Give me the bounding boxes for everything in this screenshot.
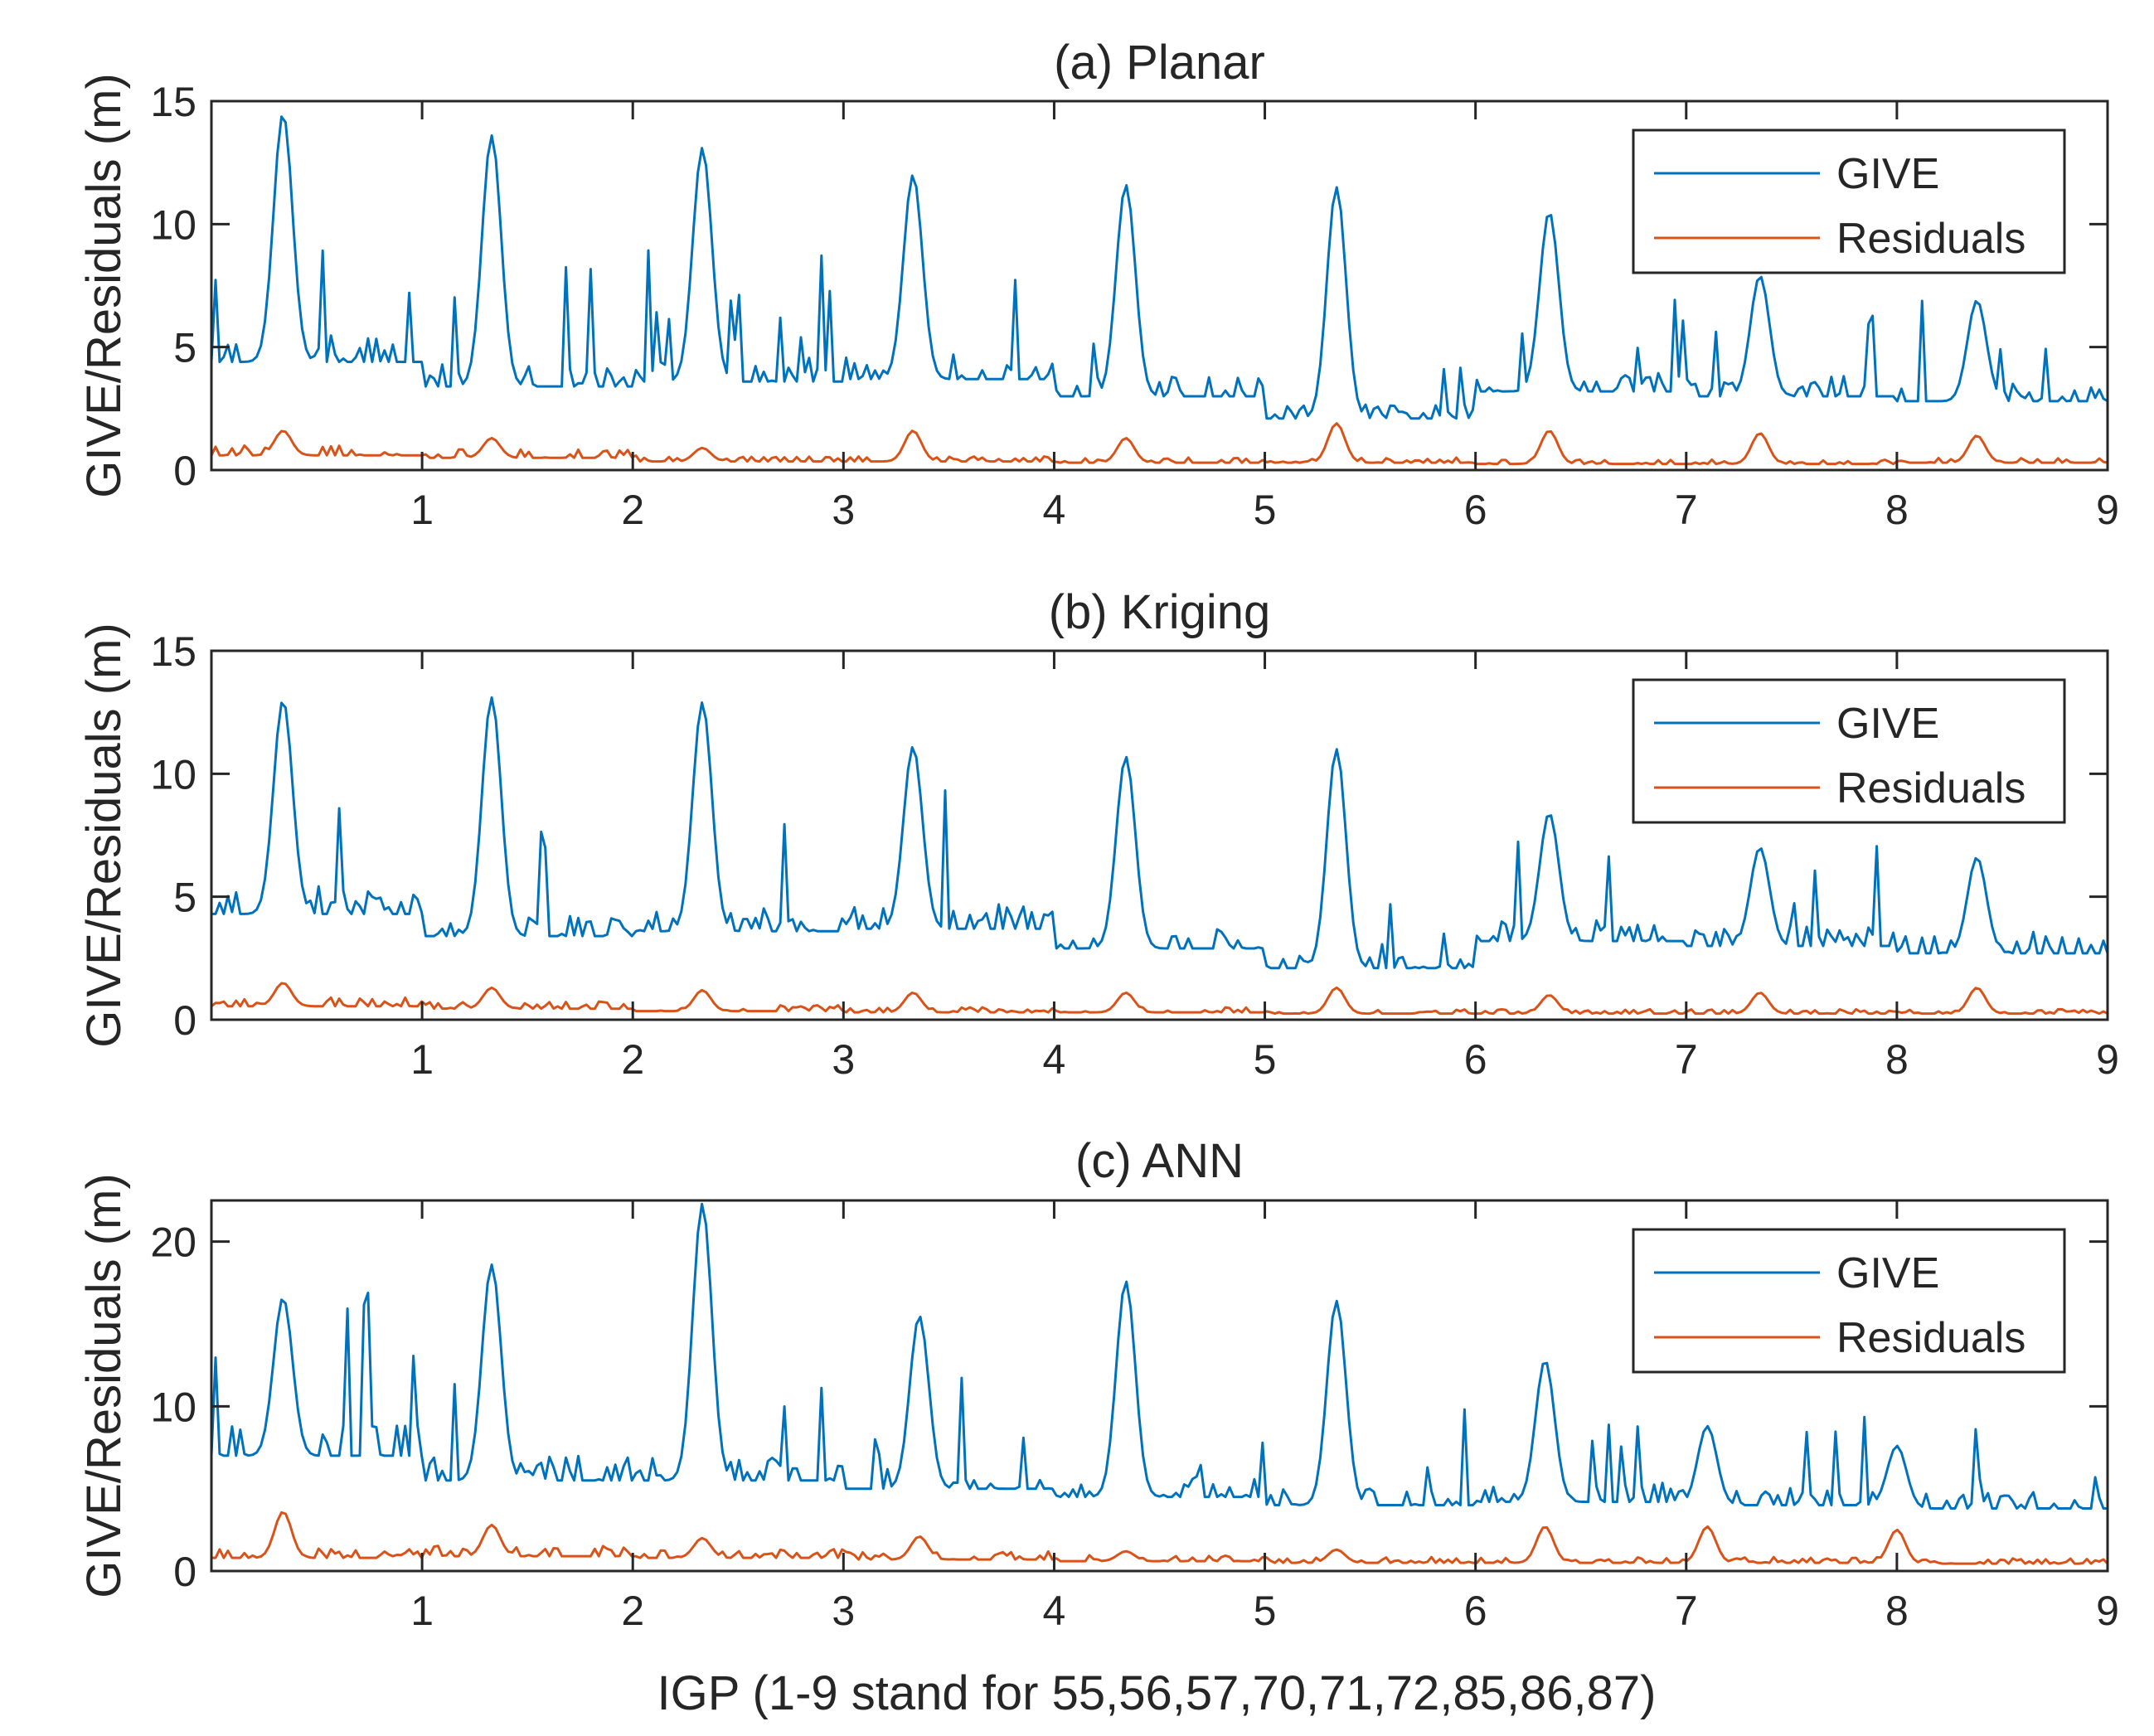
x-tick-label: 9 — [2096, 1588, 2119, 1634]
x-tick-label: 1 — [410, 487, 434, 533]
x-tick-label: 5 — [1254, 487, 1277, 533]
legend-label-give: GIVE — [1836, 150, 1939, 198]
y-axis-label: GIVE/Residuals (m) — [77, 73, 131, 497]
y-axis-label: GIVE/Residuals (m) — [77, 623, 131, 1047]
x-tick-label: 1 — [410, 1588, 434, 1634]
x-tick-label: 2 — [621, 1588, 644, 1634]
y-tick-label: 5 — [173, 875, 196, 921]
panel-title: (c) ANN — [1075, 1134, 1244, 1188]
x-tick-label: 2 — [621, 487, 644, 533]
y-axis-label: GIVE/Residuals (m) — [77, 1173, 131, 1598]
x-tick-label: 7 — [1675, 1588, 1698, 1634]
legend-box — [1632, 1228, 2066, 1374]
x-tick-label: 9 — [2096, 1036, 2119, 1083]
x-tick-label: 6 — [1464, 1588, 1487, 1634]
legend-label-residuals: Residuals — [1836, 215, 2025, 263]
x-tick-label: 3 — [832, 1036, 855, 1083]
y-tick-label: 15 — [150, 628, 196, 675]
plot-frame — [210, 99, 2109, 472]
x-tick-label: 2 — [621, 1036, 644, 1083]
plot-frame — [210, 1199, 2109, 1573]
y-tick-label: 20 — [150, 1220, 196, 1266]
series-line-residuals — [210, 422, 2108, 466]
x-tick-label: 4 — [1043, 1036, 1066, 1083]
legend-label-give: GIVE — [1836, 700, 1939, 748]
plot-frame — [210, 649, 2109, 1021]
y-tick-label: 0 — [173, 997, 196, 1044]
series-line-give — [210, 115, 2108, 420]
y-tick-label: 15 — [150, 79, 196, 125]
legend-box — [1632, 678, 2066, 824]
legend: GIVE Residuals — [1632, 678, 2066, 824]
x-axis-label: IGP (1-9 stand for 55,56,57,70,71,72,85,… — [657, 1666, 1657, 1720]
y-tick-label: 10 — [150, 751, 196, 798]
legend-label-give: GIVE — [1836, 1249, 1939, 1297]
series-line-residuals — [211, 1511, 2109, 1565]
x-tick-label: 3 — [832, 487, 855, 533]
x-tick-label: 7 — [1675, 487, 1698, 533]
x-tick-label: 8 — [1885, 1036, 1909, 1083]
x-tick-label: 6 — [1464, 487, 1487, 533]
panel-2: (b) Kriging GIVE/Residuals (m) 1 2 3 4 5 6 7 8 9 0 5… — [77, 585, 2119, 1083]
legend: GIVE Residuals — [1632, 129, 2066, 274]
legend: GIVE Residuals — [1632, 1228, 2066, 1374]
x-tick-label: 9 — [2096, 487, 2119, 533]
panel-1: (a) Planar GIVE/Residuals (m) 1 2 3 4 5 6 7 8 9 0 5 1… — [77, 36, 2119, 533]
x-tick-label: 5 — [1254, 1588, 1277, 1634]
series-line-residuals — [211, 982, 2108, 1016]
x-tick-label: 5 — [1254, 1036, 1277, 1083]
y-tick-label: 10 — [150, 201, 196, 248]
x-tick-label: 3 — [832, 1588, 855, 1634]
y-tick-label: 10 — [150, 1384, 196, 1430]
series-line-give — [210, 1202, 2108, 1510]
x-tick-label: 8 — [1885, 1588, 1909, 1634]
series-line-give — [211, 696, 2109, 970]
y-tick-label: 0 — [173, 1549, 196, 1595]
panel-3: (c) ANN GIVE/Residuals (m) 1 2 3 4 5 6 7 8 9 0 10 20 G… — [77, 1134, 2119, 1634]
panel-title: (b) Kriging — [1049, 585, 1271, 639]
x-tick-label: 7 — [1675, 1036, 1698, 1083]
legend-label-residuals: Residuals — [1836, 764, 2025, 812]
panel-title: (a) Planar — [1054, 36, 1265, 90]
y-tick-label: 5 — [173, 325, 196, 371]
x-tick-label: 6 — [1464, 1036, 1487, 1083]
legend-box — [1632, 129, 2066, 274]
x-tick-label: 8 — [1885, 487, 1909, 533]
y-tick-label: 0 — [173, 448, 196, 494]
x-tick-label: 4 — [1043, 487, 1066, 533]
legend-label-residuals: Residuals — [1836, 1314, 2025, 1362]
x-tick-label: 4 — [1043, 1588, 1066, 1634]
x-tick-label: 1 — [410, 1036, 434, 1083]
